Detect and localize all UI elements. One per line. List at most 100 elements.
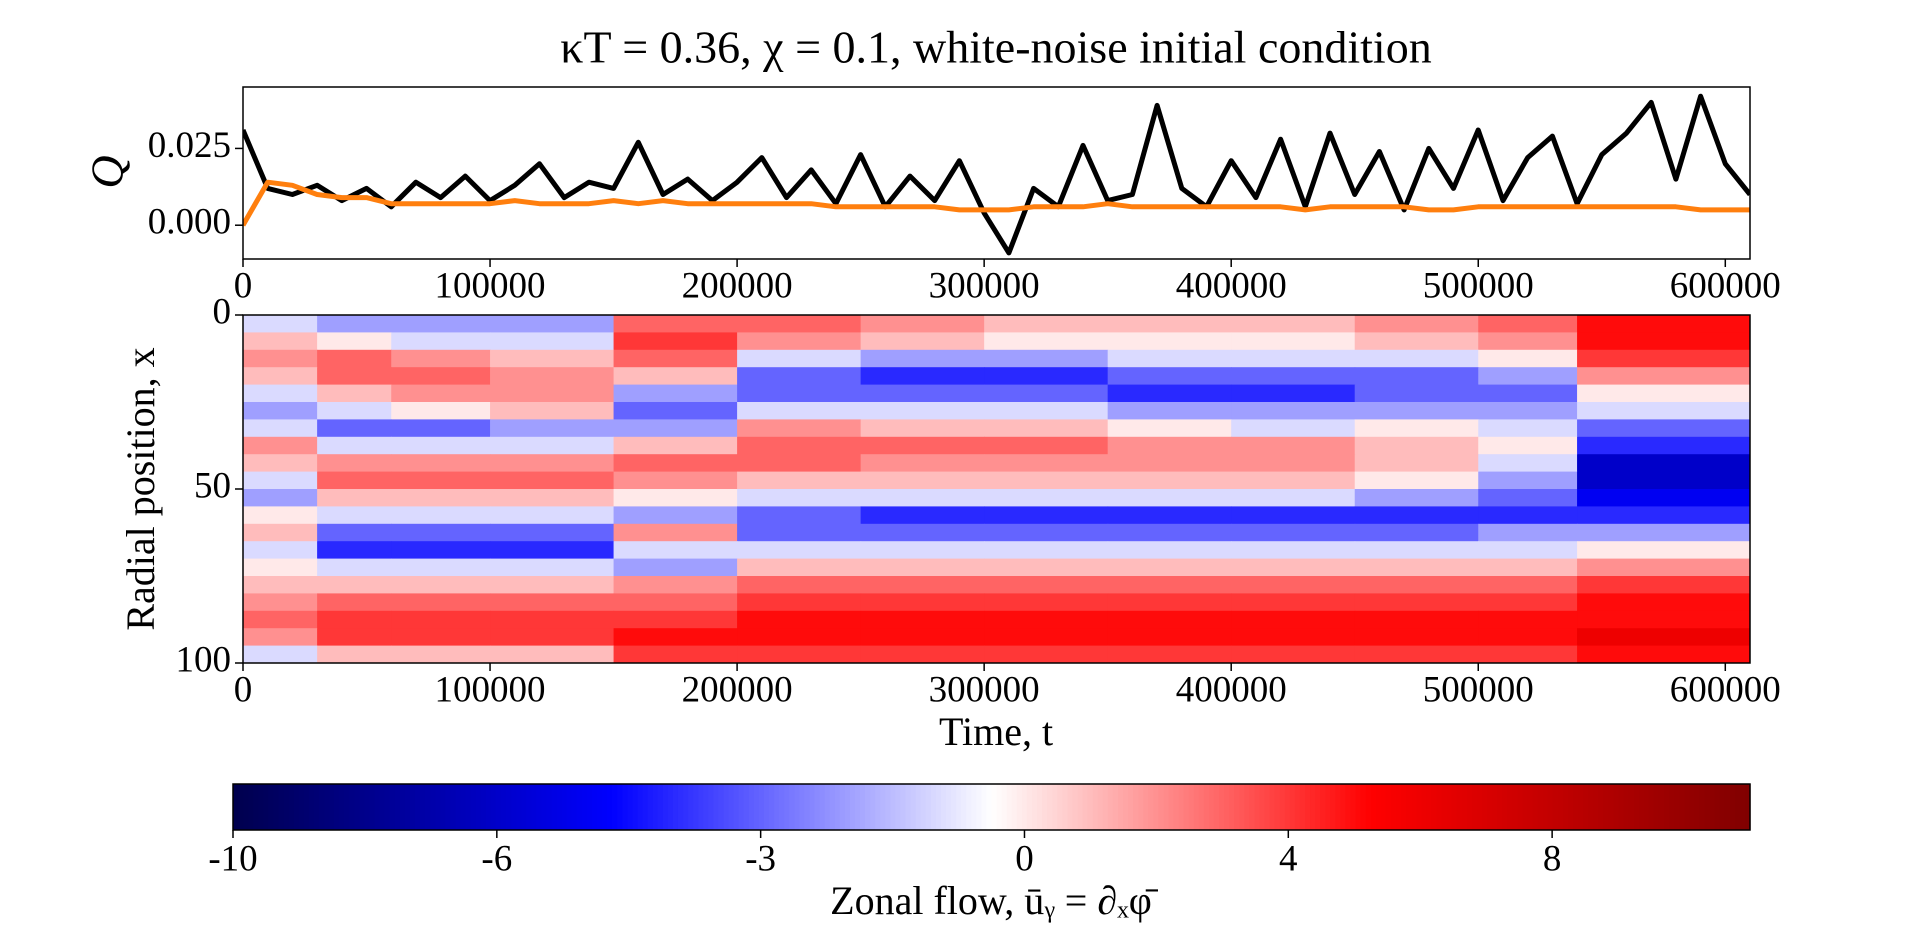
heatmap-cell (1577, 628, 1751, 647)
colorbar-strip (1254, 784, 1261, 830)
heatmap-cell (1354, 628, 1479, 647)
colorbar-strip (688, 784, 694, 830)
heatmap-cell (1107, 628, 1232, 647)
heatmap-cell (1107, 506, 1232, 525)
colorbar-strip (1578, 784, 1584, 830)
colorbar-strip (1724, 784, 1731, 830)
colorbar-strip (1699, 784, 1706, 830)
colorbar-strip (1507, 784, 1513, 830)
colorbar-strip (1355, 784, 1362, 830)
y-axis-label: Radial position, x (118, 347, 163, 630)
colorbar-strip (576, 784, 583, 830)
colorbar-strip (1153, 784, 1159, 830)
colorbar-strip (632, 784, 639, 830)
heatmap-cell (490, 454, 615, 473)
colorbar-strip (602, 784, 608, 830)
heatmap-cell (1231, 628, 1356, 647)
colorbar-strip (303, 784, 310, 830)
colorbar-strip (1244, 784, 1250, 830)
colorbar-strip (713, 784, 720, 830)
colorbar-strip (1168, 784, 1175, 830)
heatmap-cell (243, 332, 318, 351)
x-tick-label: 600000 (1670, 669, 1781, 710)
heatmap-cell (317, 558, 392, 577)
heatmap-cell (391, 489, 491, 507)
colorbar-strip (344, 784, 350, 830)
heatmap-cell (490, 576, 615, 594)
colorbar-strip (1456, 784, 1463, 830)
colorbar-strip (475, 784, 482, 830)
heatmap-cell (243, 558, 318, 577)
colorbar-strip (359, 784, 366, 830)
colorbar-tick-label: -3 (745, 838, 776, 879)
heatmap-cell (984, 541, 1109, 560)
colorbar-strip (1593, 784, 1599, 830)
colorbar-label: Zonal flow, ūᵧ = ∂ₓφ̄ (830, 878, 1159, 923)
heatmap-cell (1107, 349, 1232, 368)
heatmap-cell (1231, 506, 1356, 525)
heatmap-cell (317, 332, 392, 351)
colorbar-strip (1719, 784, 1726, 830)
heatmap-cell (984, 332, 1109, 351)
heatmap-cell (1107, 419, 1232, 438)
heatmap-cell (1231, 558, 1356, 577)
heatmap-cell (860, 419, 985, 438)
colorbar-strip (829, 784, 836, 830)
colorbar-strip (1335, 784, 1342, 830)
colorbar-strip (1274, 784, 1281, 830)
heatmap-cell (860, 628, 985, 647)
colorbar-strip (1340, 784, 1347, 830)
colorbar-strip (976, 784, 982, 830)
colorbar-strip (1658, 784, 1665, 830)
heatmap-cell (490, 332, 615, 351)
colorbar-strip (1522, 784, 1529, 830)
heatmap-cell (613, 349, 738, 368)
colorbar-strip (809, 784, 816, 830)
heatmap-cell (860, 367, 985, 386)
heatmap-cell (1231, 471, 1356, 490)
heatmap-cell (984, 506, 1109, 525)
heatmap-cell (243, 506, 318, 525)
colorbar-strip (1598, 784, 1604, 830)
heatmap-cell (860, 436, 985, 455)
colorbar-strip (1497, 784, 1503, 830)
colorbar-strip (1198, 784, 1205, 830)
heatmap-cell (1107, 384, 1232, 403)
colorbar-strip (1077, 784, 1084, 830)
heatmap-cell (737, 610, 862, 629)
heatmap-cell (1478, 506, 1578, 525)
heatmap-cell (737, 384, 862, 403)
heatmap-cell (391, 610, 491, 629)
heatmap-cell (860, 315, 985, 333)
heatmap-cell (1478, 367, 1578, 386)
heatmap-cell (613, 610, 738, 629)
colorbar-strip (1072, 784, 1079, 830)
heatmap-cell (1577, 489, 1751, 507)
heatmap-cell (1478, 349, 1578, 368)
colorbar-strip (1269, 784, 1276, 830)
heatmap-cell (243, 367, 318, 386)
colorbar-strip (1082, 784, 1089, 830)
colorbar-strip (592, 784, 598, 830)
heatmap-cell (391, 506, 491, 525)
heatmap-cell (1478, 315, 1578, 333)
y-tick-label: 0 (213, 291, 232, 332)
heatmap-cell (1354, 558, 1479, 577)
heatmap-cell (490, 558, 615, 577)
heatmap-cell (1231, 489, 1356, 507)
heatmap-cell (1107, 593, 1232, 612)
colorbar-strip (1229, 784, 1235, 830)
x-tick-label: 500000 (1423, 669, 1534, 710)
colorbar-strip (369, 784, 376, 830)
colorbar-strip (1011, 784, 1018, 830)
heatmap-cell (613, 645, 738, 664)
heatmap-cell (737, 558, 862, 577)
heatmap-cell (317, 523, 392, 542)
colorbar-strip (566, 784, 573, 830)
colorbar-strip (465, 784, 472, 830)
colorbar-strip (1284, 784, 1291, 830)
colorbar-strip (1097, 784, 1104, 830)
heatmap-cell (1577, 332, 1751, 351)
colorbar-strip (1057, 784, 1063, 830)
axes-frame (242, 86, 1751, 260)
